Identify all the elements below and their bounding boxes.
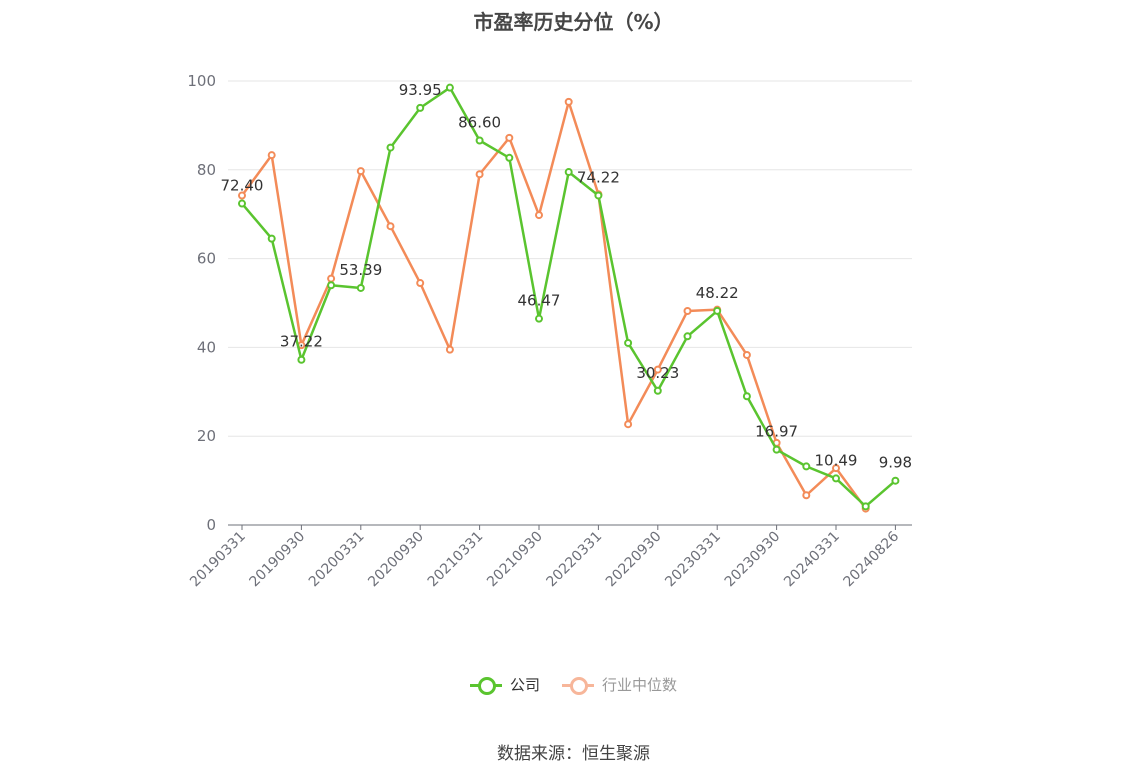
series-industry-point — [683, 306, 692, 315]
data-label: 74.22 — [577, 168, 620, 186]
legend-company-label: 公司 — [509, 676, 540, 694]
series-industry-point — [356, 167, 365, 176]
x-tick-label: 20190930 — [247, 529, 309, 591]
legend-industry-marker — [562, 675, 594, 695]
legend-item-industry[interactable]: 行业中位数 — [562, 674, 677, 695]
series-company-point — [386, 143, 395, 152]
series-company-point — [891, 476, 900, 485]
x-tick-label: 20220331 — [544, 529, 606, 591]
x-tick-label: 20230331 — [662, 529, 724, 591]
series-company-point — [832, 474, 840, 483]
series-company-point — [802, 462, 811, 471]
chart-title: 市盈率历史分位（%） — [473, 10, 674, 34]
series-company-point — [564, 168, 573, 177]
x-tick-label: 20210930 — [484, 529, 546, 591]
series-company-point — [683, 332, 692, 341]
series-industry-point — [327, 274, 336, 283]
legend-industry-label: 行业中位数 — [602, 676, 678, 694]
series-industry-point — [742, 350, 751, 359]
series-company-point — [238, 199, 246, 208]
x-tick-label: 20220930 — [603, 529, 665, 591]
y-tick-label: 100 — [187, 72, 216, 90]
data-label: 30.23 — [636, 364, 679, 382]
series-industry-point — [535, 211, 543, 220]
series-company-point — [267, 234, 276, 243]
data-label: 86.60 — [458, 113, 501, 131]
series-industry-point — [475, 170, 484, 179]
data-label: 9.98 — [879, 454, 912, 472]
x-tick-label: 20230930 — [722, 529, 784, 591]
series-company-point — [742, 392, 751, 401]
x-tick-label: 20240331 — [781, 529, 843, 591]
x-tick-label: 20200930 — [365, 529, 427, 591]
series-company-point — [445, 83, 454, 92]
data-label: 16.97 — [755, 423, 798, 441]
series-industry-line — [240, 100, 867, 510]
series-industry-point — [505, 133, 514, 142]
x-tick-label: 20240826 — [841, 528, 903, 590]
series-company-point — [505, 153, 514, 162]
series-industry-point — [238, 191, 246, 200]
series-company-point — [297, 355, 306, 364]
series-company-point — [475, 136, 484, 145]
series-company-line — [241, 86, 897, 508]
series-industry-point — [624, 420, 633, 429]
data-source: 数据来源：恒生聚源 — [497, 744, 650, 764]
data-label: 37.22 — [280, 333, 323, 351]
y-tick-label: 0 — [206, 516, 216, 534]
series-industry-point — [267, 151, 276, 160]
data-label: 93.95 — [399, 81, 442, 99]
series-industry-point — [802, 491, 811, 500]
data-label: 53.39 — [339, 261, 382, 279]
series-company-point — [653, 386, 662, 395]
series-industry-point — [832, 464, 840, 473]
x-axis: 2019033120190930202003312020093020210331… — [187, 524, 912, 591]
y-tick-label: 60 — [197, 250, 216, 268]
data-labels: 72.40 37.22 53.39 93.95 86.60 46.47 74.22 30.23… — [221, 81, 913, 472]
legend-company-marker — [469, 675, 502, 695]
series-company-point — [416, 103, 425, 112]
series-industry-point — [386, 222, 395, 231]
series-industry-point — [653, 365, 662, 374]
legend-item-company[interactable]: 公司 — [469, 674, 540, 695]
grid-lines — [228, 80, 912, 437]
y-tick-label: 80 — [197, 161, 216, 179]
data-label: 46.47 — [518, 292, 561, 310]
series-company-point — [861, 502, 870, 511]
data-label: 48.22 — [696, 284, 739, 302]
y-axis-ticks: 0 20 40 60 80 100 — [187, 72, 216, 534]
series-industry-point — [445, 345, 454, 354]
series-company-point — [327, 281, 336, 290]
series-company-point — [624, 338, 633, 347]
series-company-point — [356, 283, 365, 292]
x-tick-label: 20210331 — [425, 529, 487, 591]
series-company-point — [713, 306, 722, 315]
series-industry-point — [564, 97, 573, 106]
series-company-point — [594, 191, 603, 200]
series-industry-point — [416, 279, 425, 288]
data-label: 10.49 — [815, 451, 858, 469]
data-label: 72.40 — [221, 177, 264, 195]
y-tick-label: 40 — [197, 338, 216, 356]
series-company-point — [535, 314, 543, 323]
x-tick-label: 20190331 — [187, 529, 249, 591]
y-tick-label: 20 — [197, 427, 216, 445]
legend: 公司 行业中位数 — [0, 674, 1147, 695]
series-lines — [238, 83, 900, 513]
series-company-point — [772, 445, 781, 454]
x-tick-label: 20200331 — [306, 529, 368, 591]
